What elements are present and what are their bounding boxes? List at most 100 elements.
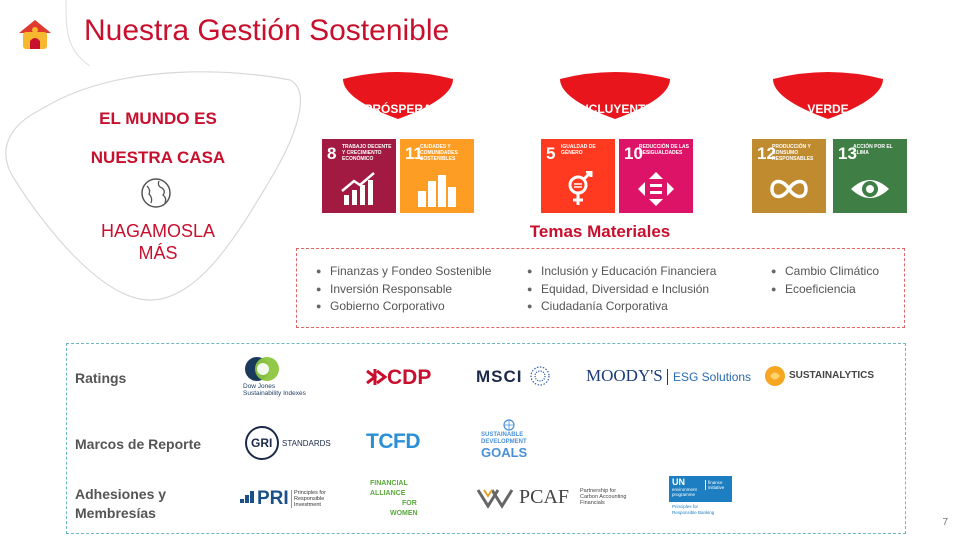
sdg-text: Trabajo decente y crecimiento económico xyxy=(342,144,392,162)
cdp-logo: CDP xyxy=(365,365,445,391)
sdg-tile-5: 5 Igualdad de género xyxy=(541,139,615,213)
gfa-line-4: WOMEN xyxy=(390,510,418,517)
moodys-esg-text: ESG Solutions xyxy=(673,370,752,384)
page-title: Nuestra Gestión Sostenible xyxy=(84,14,450,47)
sdg-number: 8 xyxy=(327,144,337,163)
pillar-label-verde: VERDE xyxy=(807,102,849,116)
row-label-ratings: Ratings xyxy=(75,370,127,386)
gfa-line-2: ALLIANCE xyxy=(370,490,406,497)
sdg-number: 13 xyxy=(838,144,857,163)
sdg-tile-10: 10 Reducción de las desigualdades xyxy=(619,139,693,213)
djsi-line-1: Dow Jones xyxy=(243,383,276,390)
sustainalytics-sun-icon xyxy=(765,366,785,386)
pillar-shape-verde xyxy=(773,72,883,119)
un-emblem-icon xyxy=(503,419,515,431)
hero-tagline-line-2: MÁS xyxy=(138,243,178,263)
djsi-line-2: Sustainability Indexes xyxy=(243,390,306,397)
sdg-text: Igualdad de género xyxy=(561,144,596,156)
moodys-esg-logo: MOODY'S ESG Solutions xyxy=(586,366,751,388)
sdg-tile-11: 11 Ciudades y comunidades sostenibles xyxy=(400,139,474,213)
list-item: Ecoeficiencia xyxy=(771,281,879,299)
gfa-logo: FINANCIAL ALLIANCE FOR WOMEN xyxy=(370,479,430,519)
reduced-inequalities-icon xyxy=(638,172,674,206)
sustainalytics-text: SUSTAINALYTICS xyxy=(789,370,875,381)
sdg-number: 10 xyxy=(624,144,643,163)
globe-icon xyxy=(141,178,171,208)
hero-shape xyxy=(5,71,301,301)
pri-dots-icon xyxy=(240,491,254,503)
sdg-number: 11 xyxy=(405,144,423,163)
pillar-shape-prospera xyxy=(343,72,453,119)
pillar-label-prospera: PRÓSPERA xyxy=(364,102,432,116)
tcfd-logo: TCFD xyxy=(366,430,436,456)
climate-eye-icon xyxy=(851,180,889,198)
list-item: Equidad, Diversidad e Inclusión xyxy=(527,281,716,299)
unep-fi-logo: UN environment programme finance initiat… xyxy=(669,476,732,518)
unep-fi-2: initiative xyxy=(708,485,725,490)
growth-chart-icon xyxy=(341,172,375,205)
pcaf-desc-1: Partnership for xyxy=(580,488,617,494)
pri-text: PRI xyxy=(257,488,289,509)
unep-fi-1: finance xyxy=(708,480,723,485)
sdg-text: Ciudades y comunidades sostenibles xyxy=(420,144,458,162)
sdg-text: Reducción de las desigualdades xyxy=(639,144,690,156)
gri-text: GRI xyxy=(251,436,273,450)
msci-logo: MSCI xyxy=(476,366,556,388)
sdg-tile-13: 13 Acción por el clima xyxy=(833,139,907,213)
sdg-goals-line-1: SUSTAINABLE xyxy=(481,432,524,438)
pcaf-text: PCAF xyxy=(519,486,570,508)
hero-tagline: HAGAMOSLA MÁS xyxy=(58,220,258,264)
list-item: Ciudadanía Corporativa xyxy=(527,298,716,316)
list-item: Finanzas y Fondeo Sostenible xyxy=(316,263,491,281)
unep-env-1: environment xyxy=(672,487,697,492)
row-label-adhesiones: Adhesiones y Membresías xyxy=(75,485,166,523)
tcfd-text: TCFD xyxy=(366,430,421,453)
page-number: 7 xyxy=(942,517,948,528)
city-buildings-icon xyxy=(418,175,456,207)
temas-column-3: Cambio Climático Ecoeficiencia xyxy=(771,263,879,298)
pillar-shape-incluyente xyxy=(560,72,670,119)
temas-column-2: Inclusión y Educación Financiera Equidad… xyxy=(527,263,716,316)
pri-desc-1: Principles for xyxy=(294,490,326,496)
cdp-mark-icon xyxy=(366,369,387,385)
temas-box xyxy=(296,248,905,328)
sdg-goals-line-2: DEVELOPMENT xyxy=(481,438,527,445)
pillar-label-incluyente: INCLUYENTE xyxy=(576,102,654,116)
moodys-divider xyxy=(667,369,668,385)
moodys-text: MOODY'S xyxy=(586,366,663,385)
djsi-logo: Dow Jones Sustainability Indexes xyxy=(243,355,323,397)
gfa-line-1: FINANCIAL xyxy=(370,480,408,487)
list-item: Gobierno Corporativo xyxy=(316,298,491,316)
djsi-circles-icon xyxy=(245,357,279,381)
list-item: Inclusión y Educación Financiera xyxy=(527,263,716,281)
pri-desc-3: Investment xyxy=(294,502,321,508)
unep-banner xyxy=(669,476,732,502)
sdg-goals-line-3: GOALS xyxy=(481,445,528,460)
hero-line-2: NUESTRA CASA xyxy=(90,148,226,167)
msci-text: MSCI xyxy=(476,367,523,386)
sdg-text: Acción por el clima xyxy=(853,144,893,156)
sdg-text: Producción y consumo responsables xyxy=(772,144,814,162)
unep-pr-1: Principles for xyxy=(672,504,699,509)
pcaf-logo: PCAF Partnership for Carbon Accounting F… xyxy=(476,484,636,512)
list-item: Inversión Responsable xyxy=(316,281,491,299)
list-item: Cambio Climático xyxy=(771,263,879,281)
sdg-tile-8: 8 Trabajo decente y crecimiento económic… xyxy=(322,139,396,213)
sdg-tile-12: 12 Producción y consumo responsables xyxy=(752,139,826,213)
pri-desc-2: Responsible xyxy=(294,496,325,502)
unep-pr-2: Responsible Banking xyxy=(672,509,715,515)
gfa-line-3: FOR xyxy=(402,500,417,507)
hero-line-1: EL MUNDO ES xyxy=(99,109,217,128)
unep-env-2: programme xyxy=(672,492,696,497)
corner-decoration xyxy=(65,0,90,67)
pcaf-desc-3: Financials xyxy=(580,500,605,506)
house-logo-icon xyxy=(19,20,51,49)
sustainalytics-logo: SUSTAINALYTICS xyxy=(764,364,884,388)
row-label-adhesiones-line-1: Adhesiones y xyxy=(75,486,167,502)
infinity-icon xyxy=(770,179,808,199)
pcaf-desc-2: Carbon Accounting xyxy=(580,494,627,500)
msci-globe-icon xyxy=(530,366,550,386)
gender-equality-icon xyxy=(568,171,593,205)
temas-title: Temas Materiales xyxy=(529,222,671,241)
ratings-box xyxy=(66,343,906,534)
